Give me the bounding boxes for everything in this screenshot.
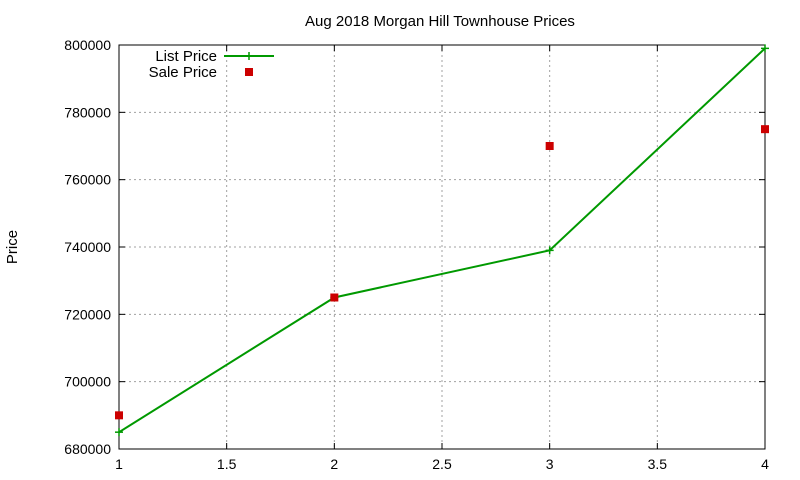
y-tick-label: 740000 bbox=[64, 239, 111, 255]
axes: 1 1.5 2 2.5 3 3.5 4 680000 700000 720000 740000 760… bbox=[64, 37, 769, 472]
data-point bbox=[115, 428, 123, 437]
y-tick-label: 760000 bbox=[64, 172, 111, 188]
y-tick-label: 700000 bbox=[64, 374, 111, 390]
data-point bbox=[545, 246, 554, 255]
x-tick-label: 3.5 bbox=[648, 456, 668, 472]
legend-entry: List Price bbox=[155, 48, 274, 65]
series-line bbox=[118, 47, 766, 434]
legend-entry: Sale Price bbox=[149, 64, 253, 81]
data-point bbox=[761, 44, 769, 53]
x-tick-label: 1.5 bbox=[217, 456, 237, 472]
plot-frame bbox=[118, 44, 766, 450]
data-point bbox=[761, 125, 769, 134]
x-tick-label: 4 bbox=[761, 456, 769, 472]
x-tick-label: 3 bbox=[546, 456, 554, 472]
series-sale-price bbox=[115, 125, 769, 420]
y-axis-label: Price bbox=[4, 230, 21, 264]
legend-label: Sale Price bbox=[149, 64, 217, 81]
legend-label: List Price bbox=[155, 48, 217, 65]
x-tick-label: 1 bbox=[115, 456, 123, 472]
chart-title: Aug 2018 Morgan Hill Townhouse Prices bbox=[305, 13, 575, 30]
legend-swatch-marker bbox=[245, 68, 253, 76]
data-point bbox=[330, 293, 339, 302]
y-tick-label: 680000 bbox=[64, 441, 111, 457]
grid-lines bbox=[119, 45, 765, 449]
y-tick-label: 720000 bbox=[64, 306, 111, 322]
y-tick-label: 800000 bbox=[64, 37, 111, 53]
y-tick-label: 780000 bbox=[64, 104, 111, 120]
data-point bbox=[115, 411, 123, 420]
x-tick-label: 2.5 bbox=[432, 456, 452, 472]
series-layer bbox=[115, 44, 769, 437]
x-tick-label: 2 bbox=[330, 456, 338, 472]
data-point bbox=[545, 142, 554, 150]
